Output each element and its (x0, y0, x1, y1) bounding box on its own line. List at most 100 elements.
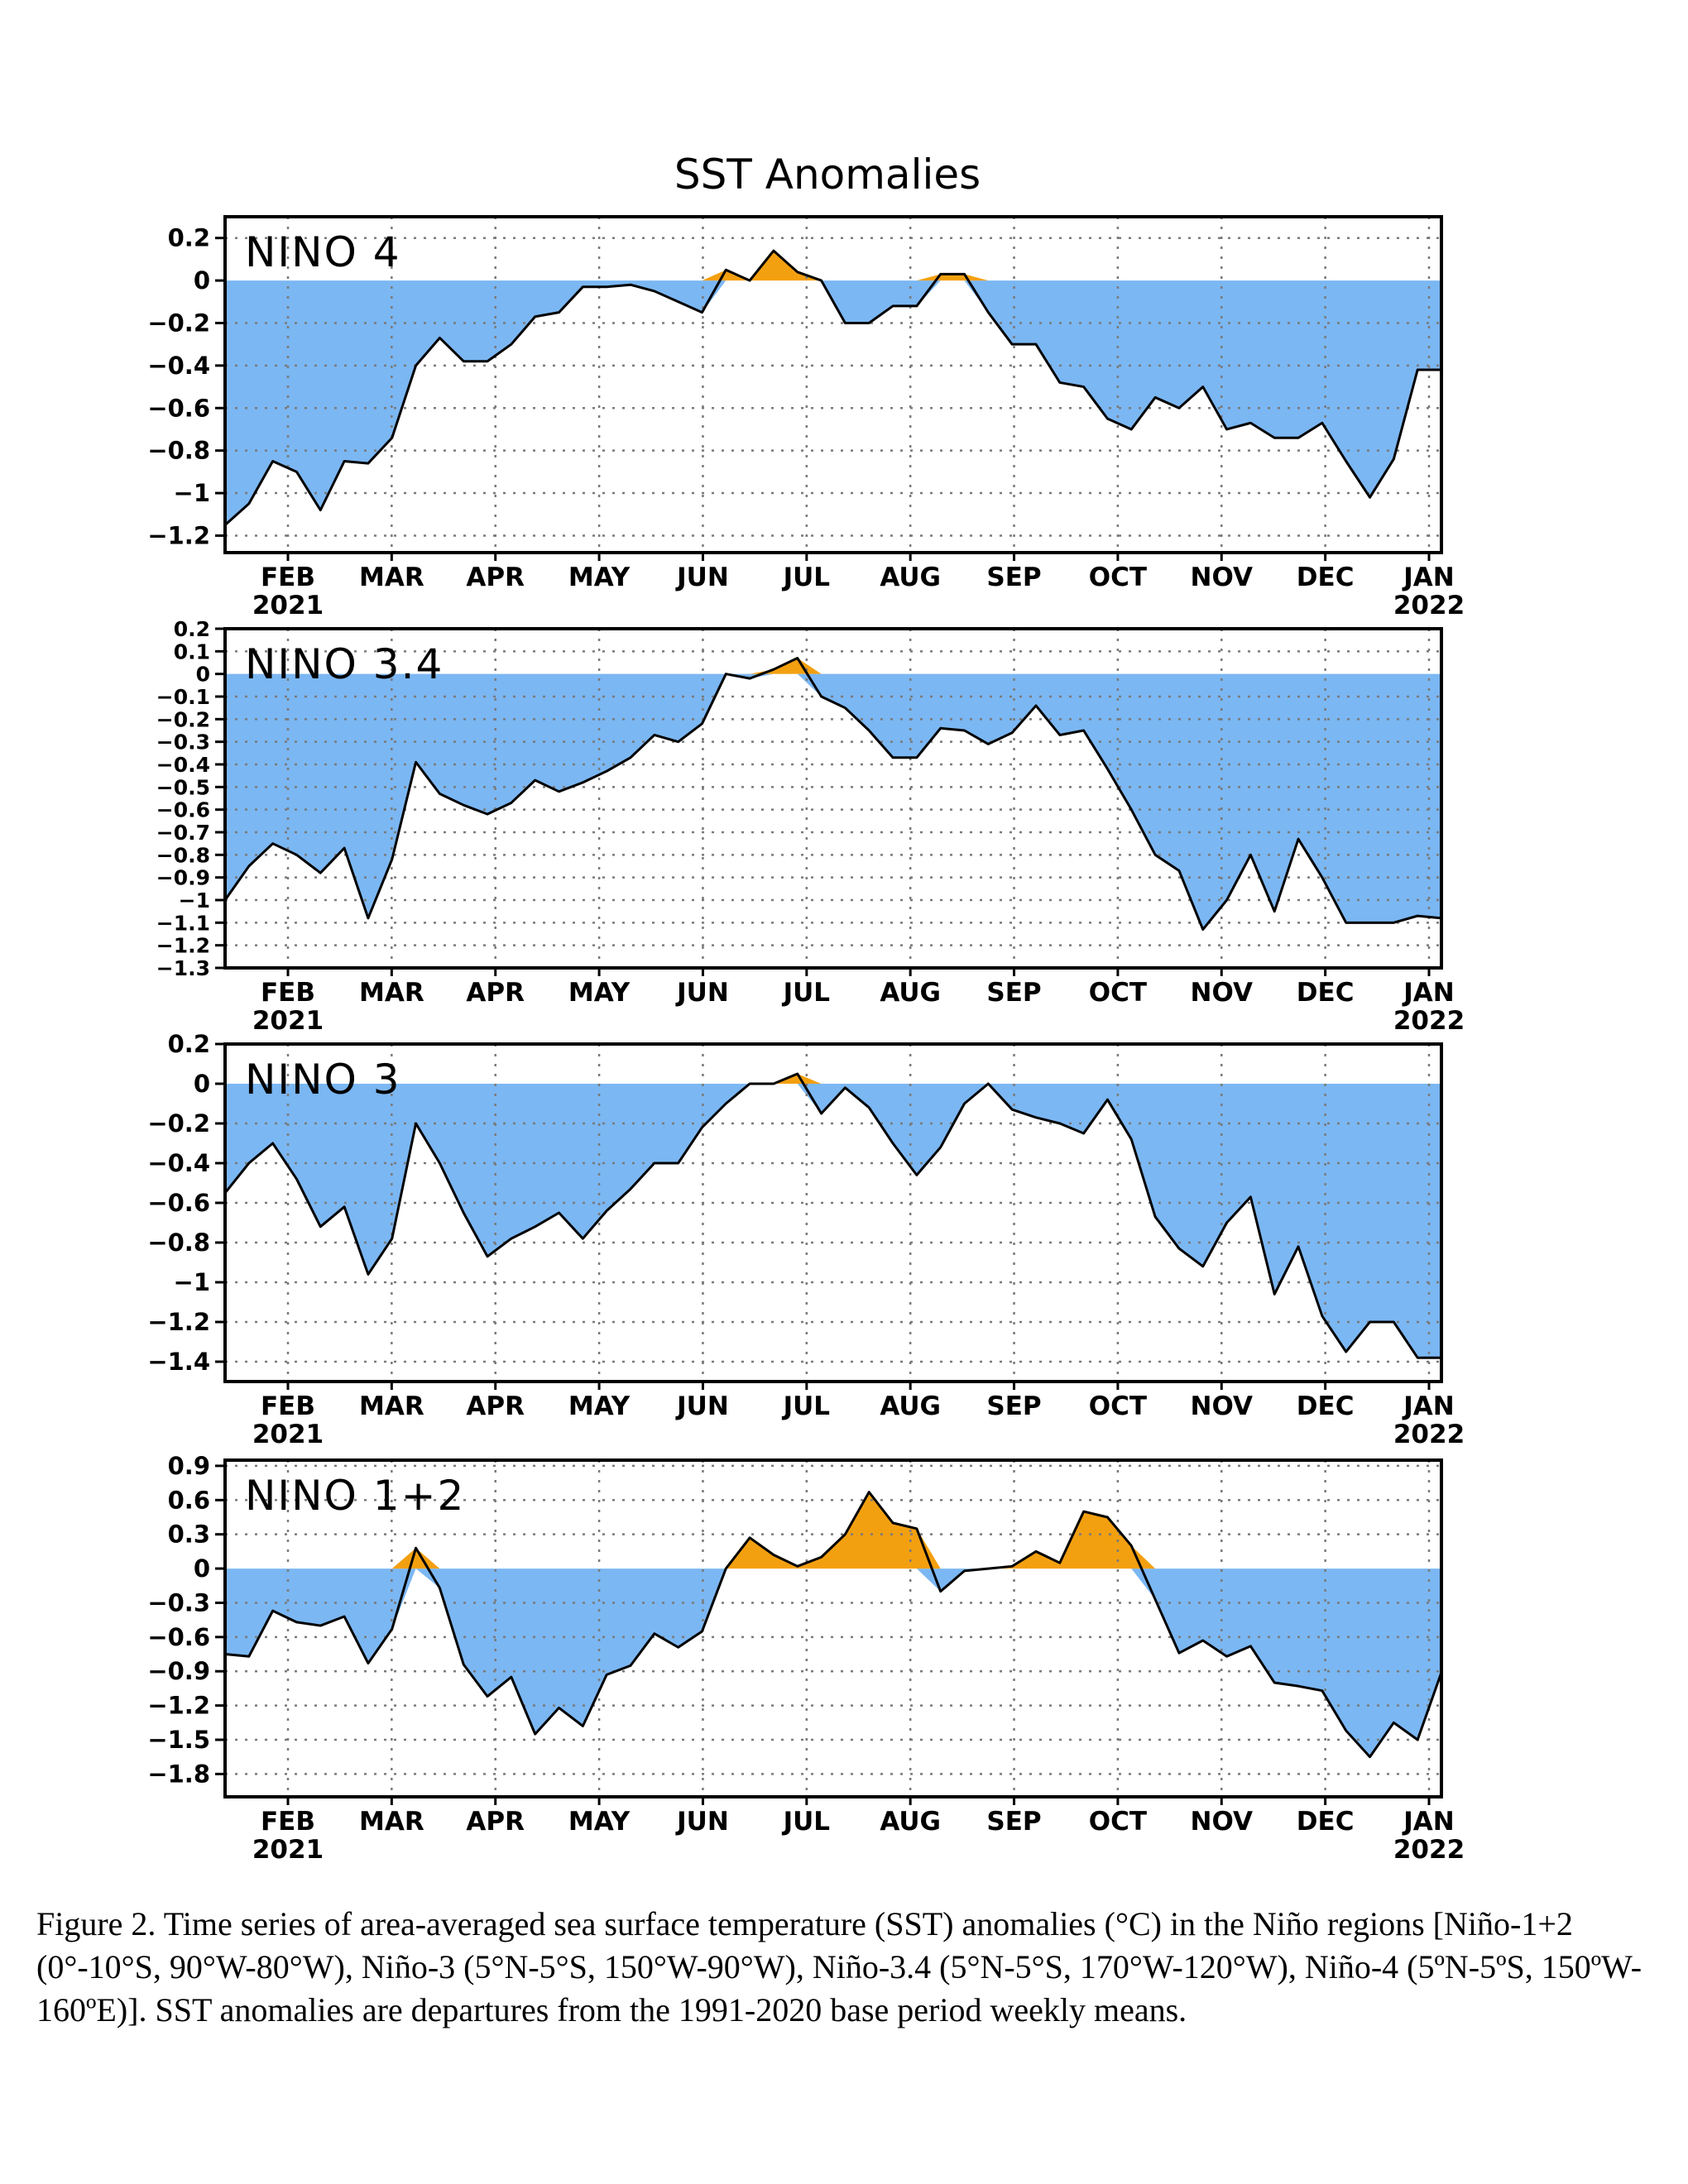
x-tick-label: DEC (1297, 1807, 1355, 1837)
panel-nino34: 0.20.10−0.1−0.2−0.3−0.4−0.5−0.6−0.7−0.8−… (156, 617, 1465, 1036)
series-line (223, 657, 1442, 932)
x-tick-label: FEB (261, 978, 315, 1008)
y-tick-label: 0 (194, 266, 210, 295)
x-tick-label: NOV (1191, 563, 1253, 592)
x-tick-label: DEC (1297, 978, 1355, 1008)
x-tick-label: JUN (675, 1391, 729, 1421)
y-tick-label: 0.9 (168, 1452, 210, 1480)
x-tick-label: APR (466, 1807, 525, 1837)
x-tick-label: OCT (1089, 978, 1147, 1008)
x-tick-year-label: 2022 (1393, 1420, 1465, 1449)
x-tick-label: OCT (1089, 1391, 1147, 1421)
x-tick-label: SEP (986, 1807, 1041, 1837)
x-tick-label: AUG (880, 978, 941, 1008)
plot-frame (223, 215, 1443, 554)
y-tick-label: −0.4 (147, 1149, 210, 1177)
x-tick-label: MAR (359, 1391, 424, 1421)
x-tick-label: NOV (1191, 978, 1253, 1008)
y-tick-label: −0.1 (156, 685, 210, 709)
y-tick-label: −0.8 (156, 843, 210, 867)
x-tick-label: NOV (1191, 1391, 1253, 1421)
x-tick-label: APR (466, 563, 525, 592)
y-tick-label: −0.6 (156, 798, 210, 822)
x-tick-label: MAR (359, 1807, 424, 1837)
y-tick-label: −1.2 (147, 521, 210, 549)
y-tick-label: −0.5 (156, 775, 210, 799)
y-tick-label: −0.6 (147, 394, 210, 422)
x-tick-label: SEP (986, 1391, 1041, 1421)
x-tick-label: APR (466, 1391, 525, 1421)
x-tick-year-label: 2021 (252, 1006, 324, 1036)
x-tick-label: OCT (1089, 563, 1147, 592)
x-tick-label: FEB (261, 1807, 315, 1837)
x-tick-label: JAN (1402, 563, 1454, 592)
plot-frame (223, 627, 1443, 970)
y-tick-label: −0.2 (147, 1109, 210, 1138)
x-tick-label: JUN (675, 563, 729, 592)
y-tick-label: −1 (179, 888, 210, 912)
x-tick-label: JAN (1402, 1807, 1454, 1837)
x-tick-label: MAY (568, 563, 631, 592)
negative-anomaly-area (225, 280, 1441, 525)
series-line (224, 249, 1441, 526)
x-tick-label: MAR (359, 978, 424, 1008)
x-tick-label: AUG (880, 563, 941, 592)
y-tick-label: −0.9 (147, 1657, 210, 1685)
y-tick-label: 0 (196, 663, 210, 687)
x-tick-label: MAR (359, 563, 424, 592)
y-tick-label: −1.5 (147, 1726, 210, 1754)
y-tick-label: −0.6 (147, 1623, 210, 1651)
region-label: NINO 3.4 (245, 640, 444, 688)
y-tick-label: 0.6 (168, 1486, 210, 1514)
y-tick-label: −0.7 (156, 821, 210, 845)
panel-nino12: 0.90.60.30−0.3−0.6−0.9−1.2−1.5−1.8FEB202… (147, 1452, 1465, 1865)
x-tick-label: SEP (986, 978, 1041, 1008)
y-tick-label: 0 (194, 1554, 210, 1583)
y-tick-label: 0 (194, 1070, 210, 1098)
negative-anomaly-area (225, 1084, 1441, 1358)
x-tick-year-label: 2022 (1393, 1835, 1465, 1865)
region-label: NINO 4 (245, 228, 401, 276)
x-tick-year-label: 2021 (252, 1420, 324, 1449)
sst-anomalies-figure: SST Anomalies 0.2 0 −0.2 −0.4 −0.6 −0.8 −1 −1.2… (147, 151, 1465, 1865)
x-tick-label: SEP (986, 563, 1041, 592)
y-tick-label: −0.3 (147, 1588, 210, 1616)
y-tick-label: −1 (174, 1268, 210, 1296)
y-tick-label: 0.2 (168, 224, 210, 252)
figure-title: SST Anomalies (674, 151, 981, 199)
y-tick-label: −0.9 (156, 866, 210, 890)
y-tick-label: −1.8 (147, 1760, 210, 1788)
y-tick-label: 0.3 (168, 1521, 210, 1549)
x-tick-label: DEC (1297, 563, 1355, 592)
x-tick-label: DEC (1297, 1391, 1355, 1421)
y-tick-label: −0.2 (147, 309, 210, 337)
y-tick-label: −1.3 (156, 956, 210, 980)
y-tick-label: −1.2 (156, 934, 210, 958)
y-tick-label: −0.8 (147, 437, 210, 465)
x-tick-label: JAN (1402, 978, 1454, 1008)
positive-anomaly-area (225, 1074, 1441, 1084)
x-tick-label: MAY (568, 1391, 631, 1421)
y-tick-label: −0.4 (147, 352, 210, 380)
x-tick-year-label: 2021 (252, 1835, 324, 1865)
y-tick-label: −0.3 (156, 730, 210, 754)
x-tick-label: JAN (1402, 1391, 1454, 1421)
y-tick-label: −1.4 (147, 1348, 210, 1376)
figure-caption: Figure 2. Time series of area-averaged s… (36, 1905, 1642, 2028)
x-tick-label: AUG (880, 1807, 941, 1837)
y-tick-label: −1.2 (147, 1308, 210, 1336)
x-tick-label: MAY (568, 1807, 631, 1837)
y-tick-label: −0.6 (147, 1189, 210, 1217)
negative-anomaly-area (225, 1569, 1441, 1757)
x-tick-label: JUN (675, 978, 729, 1008)
region-label: NINO 3 (245, 1056, 401, 1104)
y-tick-label: −0.2 (156, 707, 210, 731)
y-tick-label: −0.8 (147, 1228, 210, 1257)
x-tick-year-label: 2022 (1393, 591, 1465, 620)
x-tick-label: JUL (782, 1807, 830, 1837)
y-tick-label: 0.1 (174, 639, 210, 663)
region-label: NINO 1+2 (245, 1472, 465, 1520)
plot-frame (223, 1458, 1443, 1798)
series-line (223, 1072, 1441, 1359)
